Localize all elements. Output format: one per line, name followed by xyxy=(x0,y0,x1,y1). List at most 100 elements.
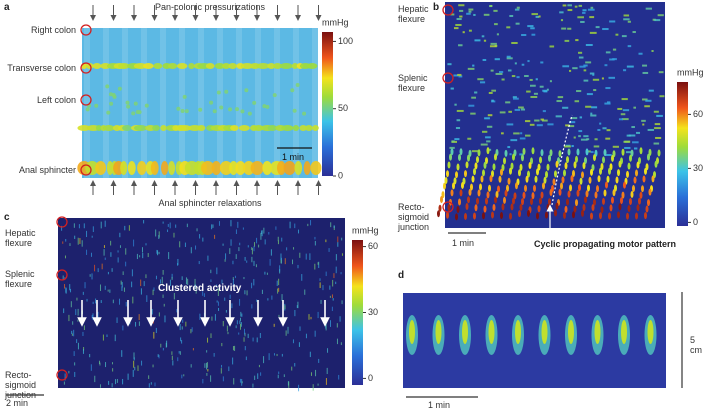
heatmap-blob xyxy=(164,315,166,323)
heatmap-blob xyxy=(231,303,233,309)
heatmap-blob xyxy=(240,322,242,327)
heatmap-blob xyxy=(524,120,531,123)
heatmap-blob xyxy=(531,147,535,155)
heatmap-blob xyxy=(655,136,662,139)
heatmap-blob xyxy=(542,110,546,113)
propagation-trace xyxy=(551,114,573,206)
heatmap-blob xyxy=(510,139,518,142)
heatmap-blob xyxy=(477,78,484,81)
heatmap-blob xyxy=(652,18,656,21)
heatmap-blob xyxy=(310,372,312,376)
heatmap-blob xyxy=(658,71,664,74)
heatmap-blob xyxy=(244,346,246,351)
heatmap-blob xyxy=(335,266,337,274)
heatmap-blob xyxy=(214,234,216,239)
heatmap-blob xyxy=(562,106,569,109)
heatmap-blob xyxy=(564,162,568,170)
heatmap-blob xyxy=(212,224,214,228)
heatmap-blob xyxy=(194,278,196,286)
heatmap-blob xyxy=(561,27,567,30)
heatmap-blob xyxy=(593,154,596,162)
heatmap-blob xyxy=(535,78,538,81)
heatmap-blob xyxy=(605,181,608,189)
heatmap-blob xyxy=(310,220,312,226)
heatmap-blob xyxy=(617,169,620,177)
heatmap-blob xyxy=(232,357,234,365)
heatmap-blob xyxy=(241,313,243,317)
heatmap-blob xyxy=(127,373,129,380)
heatmap-blob xyxy=(656,114,663,117)
heatmap-blob xyxy=(501,203,505,211)
heatmap-blob xyxy=(609,58,615,61)
heatmap-blob xyxy=(206,350,208,353)
heatmap-blob xyxy=(108,380,110,385)
heatmap-blob xyxy=(224,89,229,94)
heatmap-blob xyxy=(74,371,76,377)
heatmap-blob xyxy=(224,297,226,301)
heatmap-blob xyxy=(137,365,139,371)
heatmap-blob xyxy=(489,175,493,183)
heatmap-blob xyxy=(181,326,183,330)
heatmap-blob xyxy=(121,350,123,357)
heatmap-blob xyxy=(162,221,164,224)
heatmap-blob xyxy=(99,384,101,388)
heatmap-blob xyxy=(238,332,240,335)
heatmap-blob xyxy=(618,118,624,121)
heatmap-blob xyxy=(537,205,541,213)
heatmap-blob xyxy=(121,286,123,291)
heatmap-blob xyxy=(602,28,609,31)
heatmap-blob xyxy=(450,148,454,156)
heatmap-blob xyxy=(251,256,253,263)
heatmap-blob xyxy=(221,279,223,284)
heatmap-blob xyxy=(76,297,78,301)
heatmap-blob xyxy=(572,169,575,177)
heatmap-blob xyxy=(456,163,460,171)
heatmap-stripe xyxy=(103,28,109,178)
region-marker xyxy=(80,62,92,74)
heatmap-blob xyxy=(572,211,575,219)
heatmap-blob xyxy=(254,375,256,380)
heatmap-blob xyxy=(270,249,272,256)
heatmap-blob xyxy=(520,108,526,111)
heatmap-blob xyxy=(525,175,529,183)
heatmap-blob xyxy=(653,142,660,145)
heatmap-blob xyxy=(133,101,138,106)
heatmap-blob xyxy=(169,222,171,229)
heatmap-blob xyxy=(284,258,286,265)
heatmap-blob xyxy=(458,153,461,161)
heatmap-blob xyxy=(480,143,488,146)
heatmap-blob xyxy=(458,4,465,7)
heatmap-blob xyxy=(500,168,503,176)
heatmap-blob xyxy=(446,170,449,178)
heatmap-blob xyxy=(218,307,220,311)
heatmap-blob xyxy=(341,253,343,256)
heatmap-blob xyxy=(472,64,475,67)
heatmap-stripe xyxy=(84,28,90,178)
heatmap-blob xyxy=(69,284,71,291)
heatmap-blob xyxy=(229,161,238,175)
heatmap-blob xyxy=(582,162,586,170)
heatmap-blob xyxy=(155,327,157,334)
heatmap-blob xyxy=(202,378,204,384)
heatmap-blob xyxy=(314,263,316,270)
colorbar-tick-label: 60 xyxy=(693,109,703,119)
heatmap-blob xyxy=(336,338,338,345)
heatmap-blob xyxy=(583,79,589,82)
heatmap-blob xyxy=(520,132,523,135)
heatmap-blob xyxy=(214,314,216,321)
heatmap-blob xyxy=(476,197,479,205)
heatmap-blob xyxy=(64,373,66,381)
heatmap-blob xyxy=(474,204,478,212)
heatmap-stripe xyxy=(255,28,261,178)
heatmap-blob xyxy=(325,378,327,385)
heatmap-blob xyxy=(100,221,102,229)
heatmap-blob xyxy=(232,277,234,280)
heatmap-blob xyxy=(580,20,585,23)
heatmap-blob xyxy=(494,153,497,161)
heatmap-blob xyxy=(281,353,283,357)
heatmap-blob xyxy=(228,107,233,112)
heatmap-blob xyxy=(435,320,442,344)
heatmap xyxy=(445,2,665,228)
heatmap-blob xyxy=(578,135,581,138)
heatmap-blob xyxy=(195,287,197,294)
